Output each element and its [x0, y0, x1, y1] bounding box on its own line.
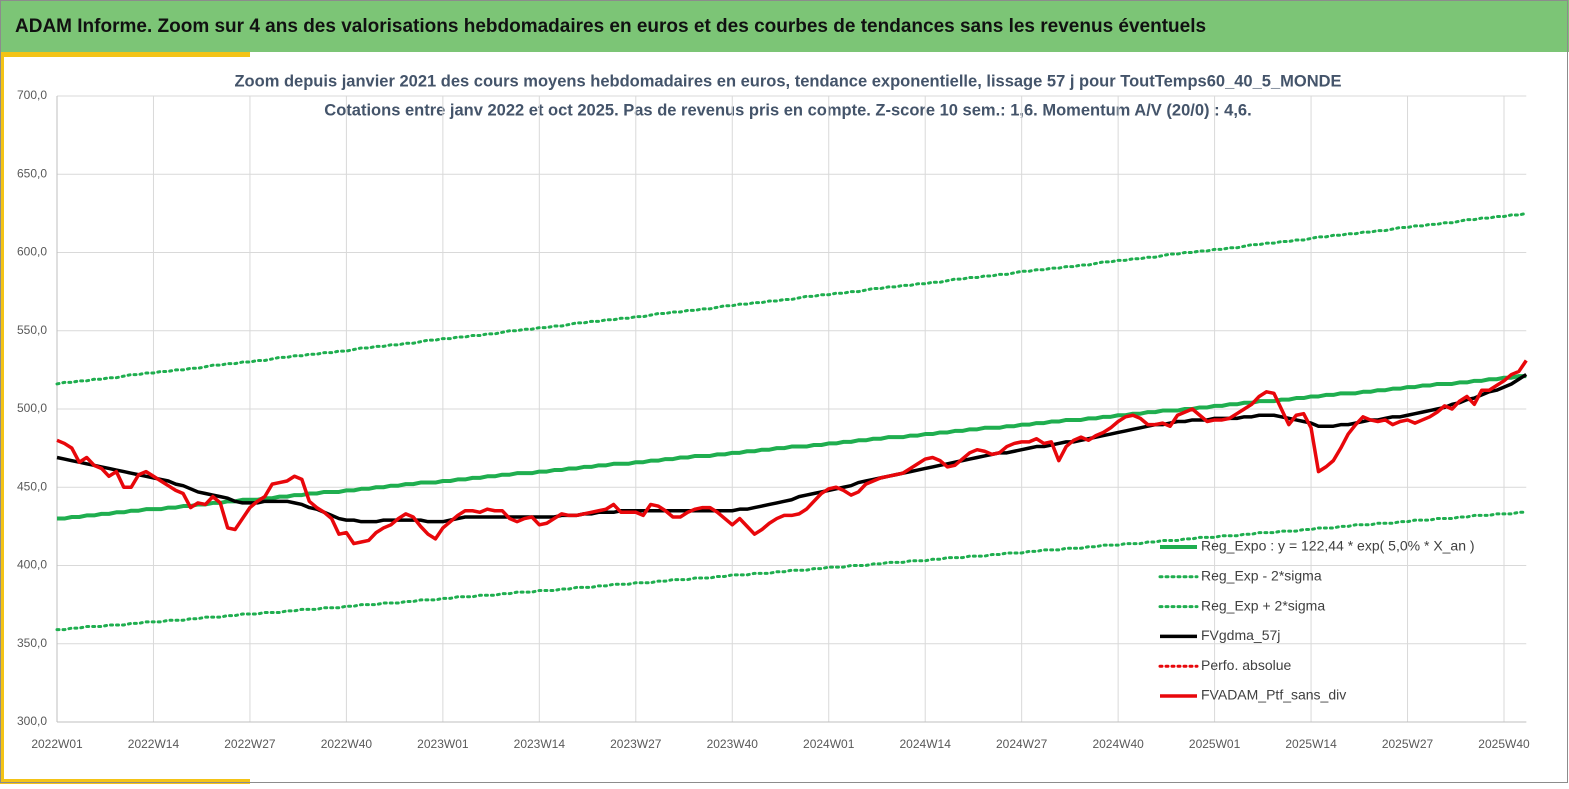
x-tick-label: 2022W01 [31, 737, 83, 751]
y-tick-label: 400,0 [17, 558, 47, 572]
plot-area: 300,0 350,0 400,0 450,0 500,0 550,0 600,0 650,0… [17, 88, 1530, 751]
chart-subtitle: Cotations entre janv 2022 et oct 2025. P… [324, 101, 1251, 119]
y-tick-label: 500,0 [17, 401, 47, 415]
series-line [55, 211, 1528, 386]
x-tick-label: 2023W14 [514, 737, 566, 751]
y-tick-label: 650,0 [17, 166, 47, 180]
x-tick-label: 2024W40 [1092, 737, 1144, 751]
page-title: ADAM Informe. Zoom sur 4 ans des valoris… [15, 16, 1206, 37]
x-tick-label: 2022W40 [321, 737, 373, 751]
x-tick-label: 2022W14 [128, 737, 180, 751]
x-tick-label: 2024W27 [996, 737, 1048, 751]
header-bar [0, 0, 1569, 52]
x-tick-label: 2023W01 [417, 737, 469, 751]
accent [0, 52, 4, 784]
legend-label: Perfo. absolue [1201, 657, 1291, 673]
x-tick-label: 2025W14 [1285, 737, 1337, 751]
x-tick-label: 2022W27 [224, 737, 276, 751]
x-tick-label: 2025W27 [1382, 737, 1434, 751]
y-tick-label: 300,0 [17, 714, 47, 728]
x-tick-label: 2025W01 [1189, 737, 1241, 751]
series-line [56, 373, 1528, 524]
x-tick-label: 2023W27 [610, 737, 662, 751]
y-tick-label: 450,0 [17, 479, 47, 493]
x-tick-label: 2025W40 [1478, 737, 1530, 751]
y-tick-label: 350,0 [17, 636, 47, 650]
x-tick-label: 2024W14 [900, 737, 952, 751]
legend-label: Reg_Exp + 2*sigma [1201, 597, 1325, 613]
accent [0, 779, 250, 784]
chart-title: Zoom depuis janvier 2021 des cours moyen… [234, 72, 1341, 90]
legend-label: Reg_Exp - 2*sigma [1201, 568, 1322, 584]
legend-label: Reg_Expo : y = 122,44 * exp( 5,0% * X_an… [1201, 538, 1475, 554]
legend-label: FVgdma_57j [1201, 627, 1280, 643]
series-line [57, 374, 1527, 521]
x-tick-label: 2023W40 [707, 737, 759, 751]
accent [0, 52, 250, 57]
y-tick-label: 700,0 [17, 88, 47, 102]
y-tick-label: 600,0 [17, 245, 47, 259]
series-line [55, 510, 1528, 632]
series-line [56, 359, 1528, 546]
y-tick-label: 550,0 [17, 323, 47, 337]
x-tick-label: 2024W01 [803, 737, 855, 751]
legend-label: FVADAM_Ptf_sans_div [1201, 687, 1346, 703]
